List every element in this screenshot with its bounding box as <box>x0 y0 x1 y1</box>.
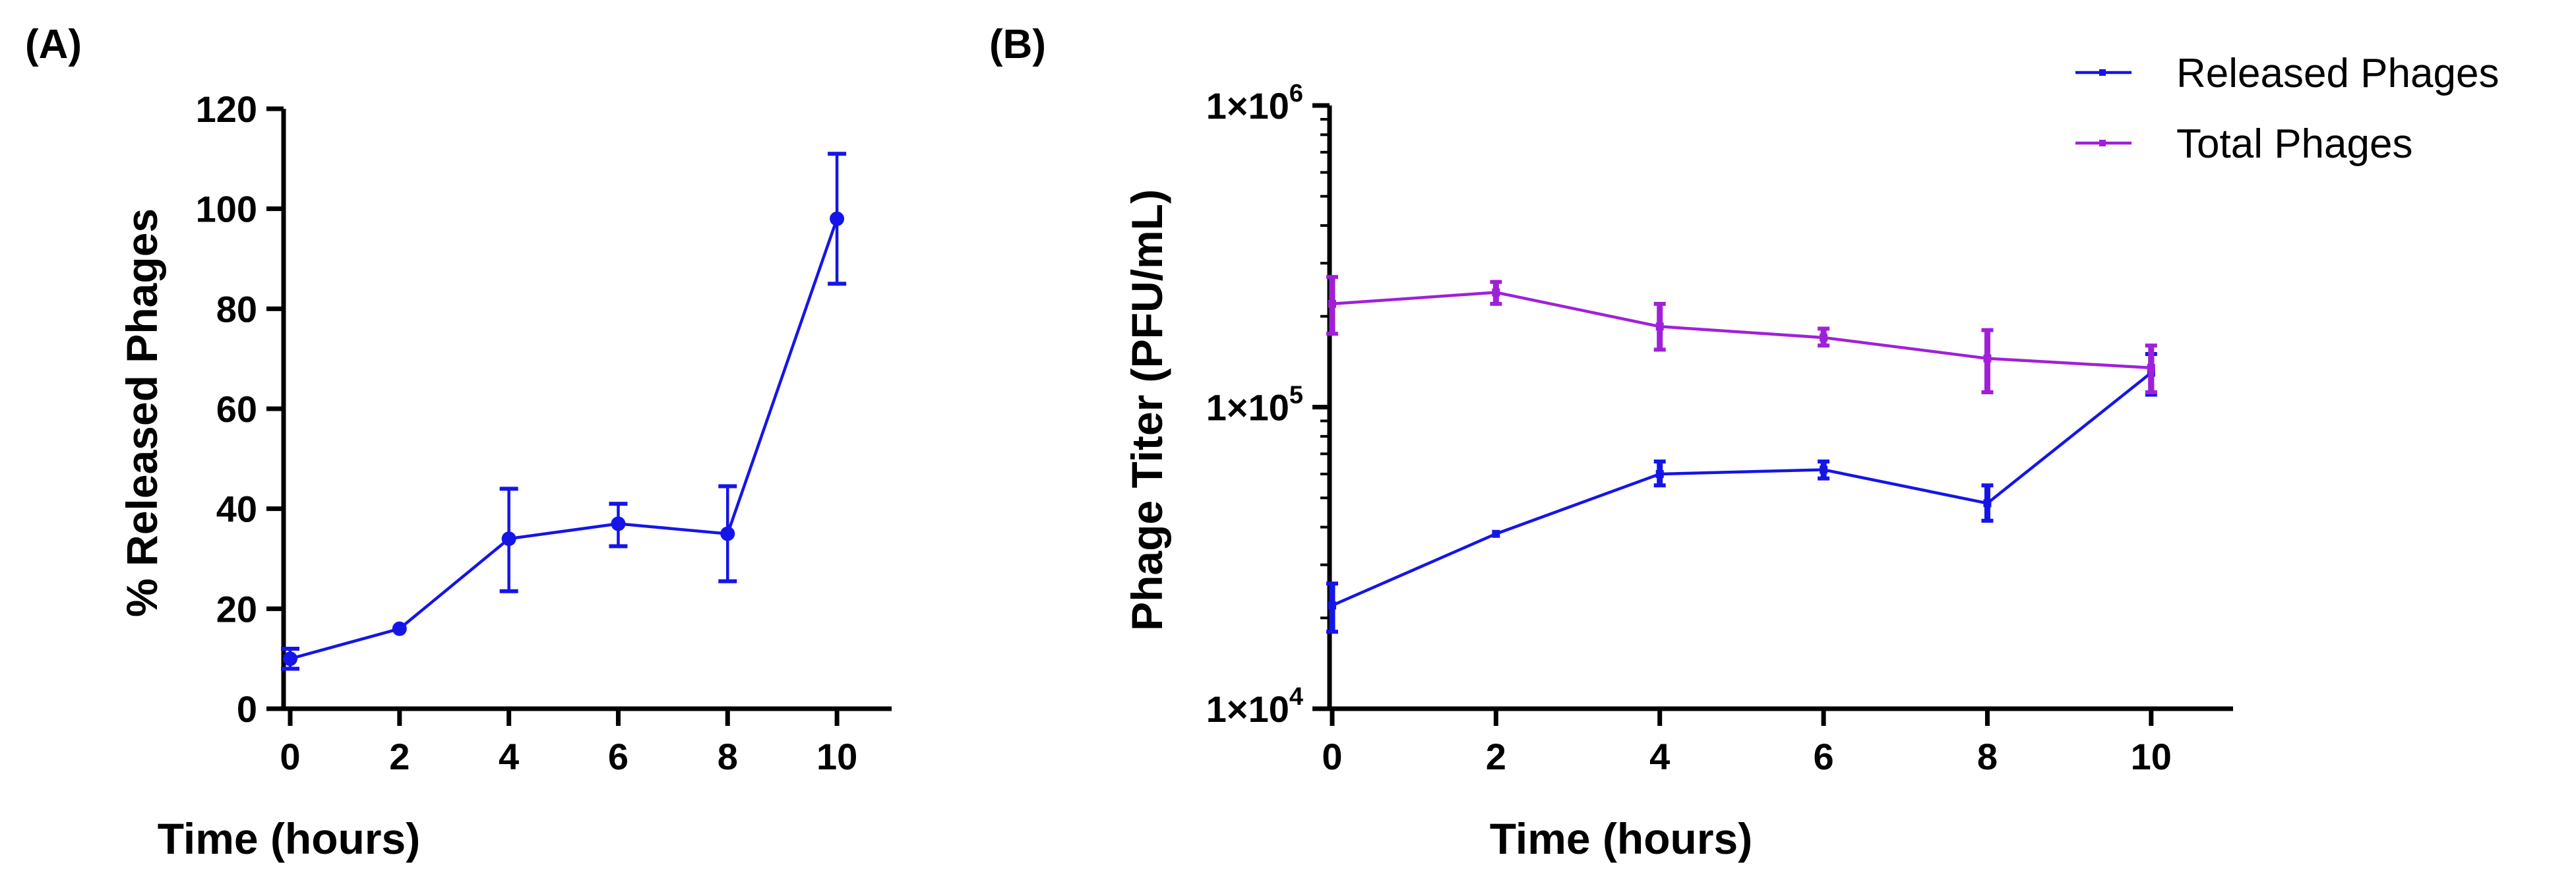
data-point <box>1983 499 1992 508</box>
data-point <box>1328 299 1336 308</box>
y-tick-label: 120 <box>196 88 257 130</box>
data-point <box>1492 288 1500 297</box>
legend: Released Phages Total Phages <box>2075 51 2499 167</box>
x-tick-label: 8 <box>1977 736 1998 777</box>
data-point <box>1492 529 1500 538</box>
data-point <box>1820 465 1828 474</box>
data-point <box>720 526 735 541</box>
x-tick-label: 2 <box>1486 736 1506 777</box>
data-point <box>2147 363 2155 372</box>
panel-label-a: (A) <box>25 22 82 67</box>
panel-b-marks <box>1326 275 2157 634</box>
legend-swatch-marker <box>2099 69 2106 76</box>
x-tick-label: 2 <box>389 736 410 777</box>
x-tick-label: 10 <box>816 736 857 777</box>
legend-label: Total Phages <box>2176 121 2412 167</box>
panel-a-y-axis-title: % Released Phages <box>117 208 166 617</box>
y-tick-label: 80 <box>216 288 257 330</box>
panel-b-x-axis-title: Time (hours) <box>1490 814 1752 863</box>
y-tick-label: 20 <box>216 588 257 630</box>
panel-b: (B) Time (hours) Phage Titer (PFU/mL) 0 2… <box>989 22 2499 863</box>
y-tick-label: 60 <box>216 388 257 430</box>
x-tick-label: 10 <box>2131 736 2172 777</box>
panel-a-x-axis-title: Time (hours) <box>158 814 420 863</box>
x-tick-label: 6 <box>608 736 629 777</box>
x-tick-label: 8 <box>718 736 738 777</box>
y-tick-label: 40 <box>216 489 257 530</box>
data-point <box>611 516 626 531</box>
data-point <box>1983 354 1992 363</box>
data-point <box>1328 601 1336 610</box>
panel-a-marks <box>281 152 847 671</box>
data-point <box>1655 469 1664 478</box>
y-tick-label: 0 <box>237 688 257 730</box>
x-tick-label: 6 <box>1814 736 1834 777</box>
panel-b-y-axis-title: Phage Titer (PFU/mL) <box>1122 189 1171 631</box>
y-tick-label: 1×105 <box>1206 382 1303 429</box>
data-point <box>1655 322 1664 331</box>
x-tick-label: 4 <box>1649 736 1670 777</box>
panel-a: (A) Time (hours) % Released Phages 0 2 4 6 8… <box>25 22 892 863</box>
data-point <box>830 211 845 226</box>
x-tick-label: 4 <box>499 736 519 777</box>
data-point <box>283 651 297 667</box>
legend-label: Released Phages <box>2176 51 2499 96</box>
x-tick-label: 0 <box>1322 736 1342 777</box>
series-line <box>1332 291 2151 370</box>
series-line <box>1332 371 2153 607</box>
panel-b-axes: 0 2 4 6 8 10 1×104 1×105 1×106 <box>1206 80 2233 777</box>
y-tick-label: 100 <box>196 189 257 230</box>
data-point <box>501 531 516 547</box>
data-point <box>1820 334 1828 342</box>
x-tick-label: 0 <box>280 736 300 777</box>
legend-swatch-marker <box>2099 140 2106 146</box>
y-tick-label: 1×104 <box>1206 683 1303 730</box>
series-line <box>290 218 839 661</box>
panel-label-b: (B) <box>989 22 1046 67</box>
y-tick-label: 1×106 <box>1206 80 1303 127</box>
data-point <box>392 621 407 636</box>
